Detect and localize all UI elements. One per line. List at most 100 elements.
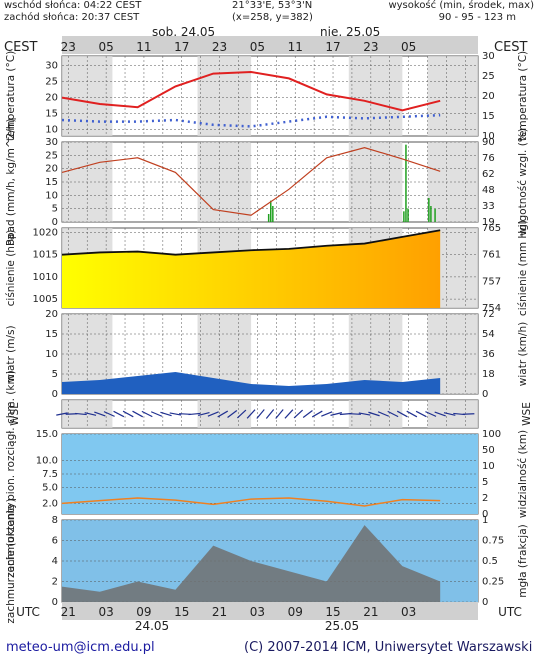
wind-direction-arrow xyxy=(302,410,313,418)
right-tick: 50 xyxy=(482,445,495,456)
wind-direction-arrow xyxy=(256,409,265,419)
grid-text: (x=258, y=382) xyxy=(232,12,313,23)
left-tick: 0 xyxy=(52,389,58,400)
y-label-right: wilgotność wzgl. (%) xyxy=(517,128,529,236)
date2-label: 25.05 xyxy=(325,619,359,633)
bottom-tick: 21 xyxy=(61,605,76,619)
left-tick: 10 xyxy=(45,190,58,201)
wind-direction-arrow xyxy=(284,409,294,419)
left-tick: 5.0 xyxy=(42,482,58,493)
right-tick: 72 xyxy=(482,309,495,320)
bottom-tick: 03 xyxy=(401,605,416,619)
panel-precipitation xyxy=(61,141,479,223)
tz-left: CEST xyxy=(4,40,38,55)
utc-right: UTC xyxy=(498,605,522,619)
wind-direction-arrow xyxy=(275,409,284,419)
height-label: wysokość (min, środek, max) xyxy=(388,0,534,11)
sunset-text: zachód słońca: 20:37 CEST xyxy=(4,12,140,23)
day2-label: nie, 25.05 xyxy=(320,25,381,39)
wind-direction-arrow xyxy=(368,411,380,417)
right-tick: 62 xyxy=(482,169,495,180)
top-tick: 11 xyxy=(136,40,151,54)
precip-bar xyxy=(272,206,274,222)
precip-bar xyxy=(430,206,432,222)
left-tick: 30 xyxy=(45,61,58,72)
sunrise-text: wschód słońca: 04:22 CEST xyxy=(4,0,142,11)
right-tick: 0 xyxy=(482,509,488,520)
wind-speed-area xyxy=(62,372,441,394)
left-tick: 2.0 xyxy=(42,498,58,509)
wind-direction-arrow xyxy=(84,412,97,416)
wind-direction-arrow xyxy=(387,410,399,418)
right-tick: 0.75 xyxy=(482,536,504,547)
wind-direction-arrow xyxy=(94,411,106,417)
wind-direction-arrow xyxy=(217,410,229,418)
wind-direction-arrow xyxy=(160,411,172,417)
left-tick: 1015 xyxy=(33,250,58,261)
meteogram-chart: 23 05 11 17 23 05 11 17 23 0510152025301015202530… xyxy=(5,36,533,633)
right-tick: 2 xyxy=(482,493,488,504)
left-tick: 10.0 xyxy=(36,456,58,467)
series-line xyxy=(61,229,441,256)
right-tick: 25 xyxy=(482,71,495,82)
bottom-tick: 09 xyxy=(136,605,151,619)
wind-direction-arrow xyxy=(321,411,333,417)
wind-direction-arrow xyxy=(358,412,371,416)
right-tick: 30 xyxy=(482,51,495,62)
left-tick: 0 xyxy=(52,217,58,228)
night-band xyxy=(427,56,478,136)
panel-cloud_base xyxy=(61,433,479,515)
y-label-left: opad (mm/h, kg/m^2/h) xyxy=(5,118,17,245)
left-tick: 25 xyxy=(45,77,58,88)
y-label-left: ciśnienie (hPa) xyxy=(5,230,17,307)
wind-direction-arrow xyxy=(56,412,68,416)
bottom-tick: 21 xyxy=(363,605,378,619)
wind-direction-arrow xyxy=(207,411,219,417)
right-tick: 754 xyxy=(482,303,501,314)
bottom-tick: 15 xyxy=(174,605,189,619)
cloud-cover-area xyxy=(62,525,441,602)
top-tick: 23 xyxy=(212,40,227,54)
bottom-tick: 09 xyxy=(288,605,303,619)
bottom-tick: 21 xyxy=(212,605,227,619)
precip-bar xyxy=(267,214,270,222)
y-label-left: temperatura (°C) xyxy=(5,51,17,141)
utc-left: UTC xyxy=(16,605,40,619)
wind-direction-arrow xyxy=(377,411,390,417)
wind-direction-arrow xyxy=(396,410,408,418)
precip-bar xyxy=(405,144,407,222)
right-tick: 0.5 xyxy=(482,556,498,567)
y-label-right: ciśnienie (mm Hg) xyxy=(517,220,529,316)
wind-direction-arrow xyxy=(406,410,418,418)
left-tick: 1010 xyxy=(33,272,58,283)
left-tick: 1005 xyxy=(33,294,58,305)
right-tick: 761 xyxy=(482,250,501,261)
series-line xyxy=(61,70,441,112)
right-tick: 0 xyxy=(482,389,488,400)
direction-label-right: WSE xyxy=(521,402,533,426)
left-tick: 8 xyxy=(52,515,58,526)
wind-direction-arrow xyxy=(265,409,275,419)
right-tick: 757 xyxy=(482,276,501,287)
left-tick: 20 xyxy=(45,164,58,175)
night-band xyxy=(348,56,403,136)
y-label-left: wiatr (m/s) xyxy=(5,325,17,382)
top-tick: 17 xyxy=(325,40,340,54)
top-tick: 17 xyxy=(174,40,189,54)
coords-text: 21°33'E, 53°3'N xyxy=(232,0,313,11)
panel-frame xyxy=(61,55,479,137)
right-tick: 10 xyxy=(482,131,495,142)
right-tick: 48 xyxy=(482,185,495,196)
wind-direction-arrow xyxy=(349,413,361,415)
top-hour-band xyxy=(62,36,478,54)
wind-direction-arrow xyxy=(113,410,125,418)
height-values: 90 - 95 - 123 m xyxy=(438,12,516,23)
panel-cloud_cover xyxy=(61,519,479,603)
footer-copyright: (C) 2007-2014 ICM, Uniwersytet Warszawsk… xyxy=(244,640,533,655)
date1-label: 24.05 xyxy=(135,619,169,633)
footer-email[interactable]: meteo-um@icm.edu.pl xyxy=(6,640,155,655)
wind-direction-arrow xyxy=(122,410,134,418)
wind-direction-arrow xyxy=(198,412,210,416)
top-tick: 05 xyxy=(401,40,416,54)
top-tick: 23 xyxy=(363,40,378,54)
